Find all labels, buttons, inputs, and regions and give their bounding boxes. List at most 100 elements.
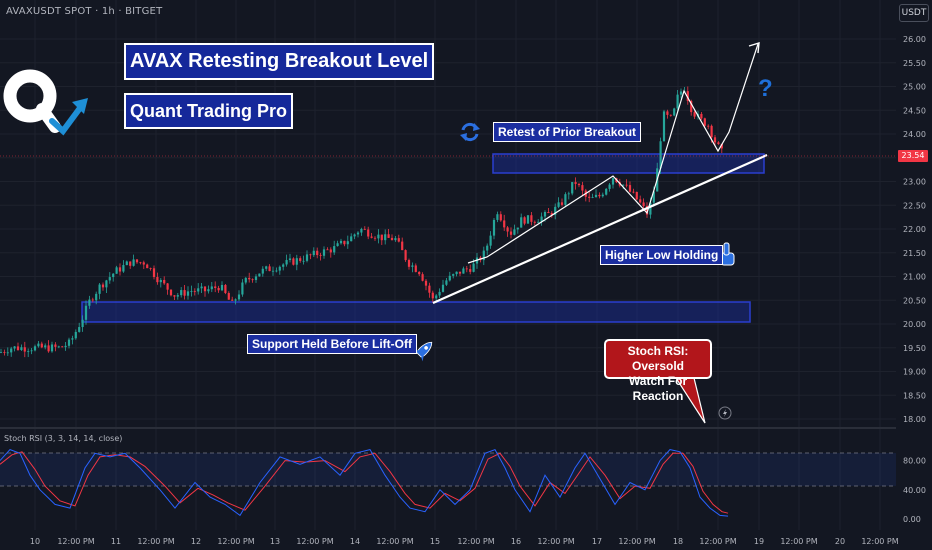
rsi-axis[interactable]: 80.00 40.00 0.00 — [903, 457, 926, 524]
price-tick-label: 24.00 — [903, 130, 926, 139]
time-tick-label: 14 — [350, 537, 360, 546]
candle-body — [220, 284, 224, 291]
higher-low-label: Higher Low Holding — [600, 245, 724, 265]
candle-body — [407, 260, 411, 267]
candle-body — [61, 346, 64, 348]
time-tick-label: 15 — [430, 537, 440, 546]
candle-body — [628, 185, 632, 192]
candle-body — [496, 214, 499, 220]
candle-body — [594, 194, 598, 198]
candle-body — [713, 137, 717, 143]
stoch-k-line — [0, 448, 729, 517]
price-tick-label: 24.50 — [903, 106, 926, 115]
time-tick-label: 12:00 PM — [618, 537, 655, 546]
candle-body — [526, 215, 530, 224]
symbol-info[interactable]: AVAXUSDT SPOT · 1h · BITGET — [6, 6, 163, 17]
candle-body — [421, 274, 424, 281]
time-tick-label: 17 — [592, 537, 602, 546]
candle-body — [149, 268, 152, 269]
candle-body — [377, 234, 380, 239]
time-tick-label: 12:00 PM — [57, 537, 94, 546]
time-tick-label: 12:00 PM — [296, 537, 333, 546]
candle-body — [88, 299, 91, 306]
candle-body — [540, 216, 543, 222]
candle-body — [537, 221, 540, 223]
candle-body — [669, 114, 672, 116]
stoch-callout-line1: Stoch RSI: Oversold — [627, 344, 689, 373]
candle-body — [47, 345, 50, 352]
candle-body — [152, 268, 156, 277]
stoch-oversold-callout: Stoch RSI: Oversold Watch For Reaction — [604, 339, 712, 403]
candle-body — [666, 111, 669, 115]
candle-body — [455, 271, 458, 275]
time-tick-label: 12:00 PM — [537, 537, 574, 546]
candle-body — [662, 111, 666, 142]
candle-body — [513, 229, 516, 235]
candle-body — [404, 250, 407, 261]
time-axis[interactable]: 10 12:00 PM 11 12:00 PM 12 12:00 PM 13 12:00 PM… — [30, 537, 899, 546]
candle-body — [360, 228, 363, 233]
lightning-icon[interactable] — [718, 406, 732, 420]
candle-body — [265, 266, 268, 269]
time-tick-label: 12:00 PM — [137, 537, 174, 546]
candle-body — [37, 343, 40, 347]
candle-body — [632, 191, 635, 193]
candle-body — [254, 276, 258, 280]
currency-button[interactable]: USDT — [899, 4, 929, 22]
support-label: Support Held Before Lift-Off — [247, 334, 417, 354]
candle-body — [71, 338, 74, 340]
candle-body — [554, 206, 557, 215]
stoch-rsi-label[interactable]: Stoch RSI (3, 3, 14, 14, close) — [4, 434, 123, 443]
candle-body — [241, 282, 244, 295]
candle-body — [560, 202, 564, 205]
candle-body — [193, 291, 196, 292]
time-tick-label: 18 — [673, 537, 683, 546]
candle-body — [380, 234, 383, 241]
candle-body — [135, 259, 139, 263]
price-tick-label: 26.00 — [903, 35, 926, 44]
candle-body — [156, 276, 159, 283]
projection-arrowhead — [748, 42, 760, 54]
candle-body — [231, 299, 234, 301]
candle-body — [550, 213, 553, 215]
candle-body — [10, 348, 13, 353]
candle-body — [431, 292, 434, 299]
candle-body — [343, 240, 346, 245]
brand-subtitle: Quant Trading Pro — [124, 93, 294, 129]
candle-body — [237, 294, 241, 300]
candle-body — [509, 231, 513, 235]
breakout-zone — [492, 153, 765, 174]
time-tick-label: 16 — [511, 537, 521, 546]
price-tick-label: 21.50 — [903, 249, 926, 258]
grid — [0, 0, 896, 530]
candle-body — [690, 100, 693, 113]
last-price-badge: 23.54 — [898, 150, 928, 162]
candle-body — [105, 280, 108, 288]
candle-body — [248, 277, 251, 280]
stoch-callout-line2: Watch For Reaction — [628, 374, 688, 403]
candle-body — [469, 269, 472, 272]
candle-body — [710, 125, 713, 138]
candle-body — [251, 279, 254, 281]
candle-body — [598, 194, 601, 197]
time-tick-label: 12 — [191, 537, 201, 546]
candle-body — [577, 183, 581, 186]
candle-body — [448, 275, 451, 281]
time-tick-label: 11 — [111, 537, 121, 546]
candle-body — [679, 91, 683, 95]
candle-body — [197, 288, 200, 292]
candle-body — [112, 273, 115, 278]
candle-body — [224, 284, 227, 294]
candle-body — [611, 178, 615, 185]
price-axis[interactable]: 26.0025.5025.0024.5024.0023.5023.0022.50… — [903, 35, 926, 424]
candle-body — [543, 212, 547, 217]
candle-body — [717, 142, 720, 145]
candle-body — [50, 344, 54, 352]
candle-body — [608, 184, 611, 189]
candle-body — [353, 234, 356, 237]
candle-body — [397, 238, 400, 242]
candle-body — [234, 299, 237, 301]
candle-body — [329, 249, 332, 253]
candle-body — [295, 258, 298, 265]
